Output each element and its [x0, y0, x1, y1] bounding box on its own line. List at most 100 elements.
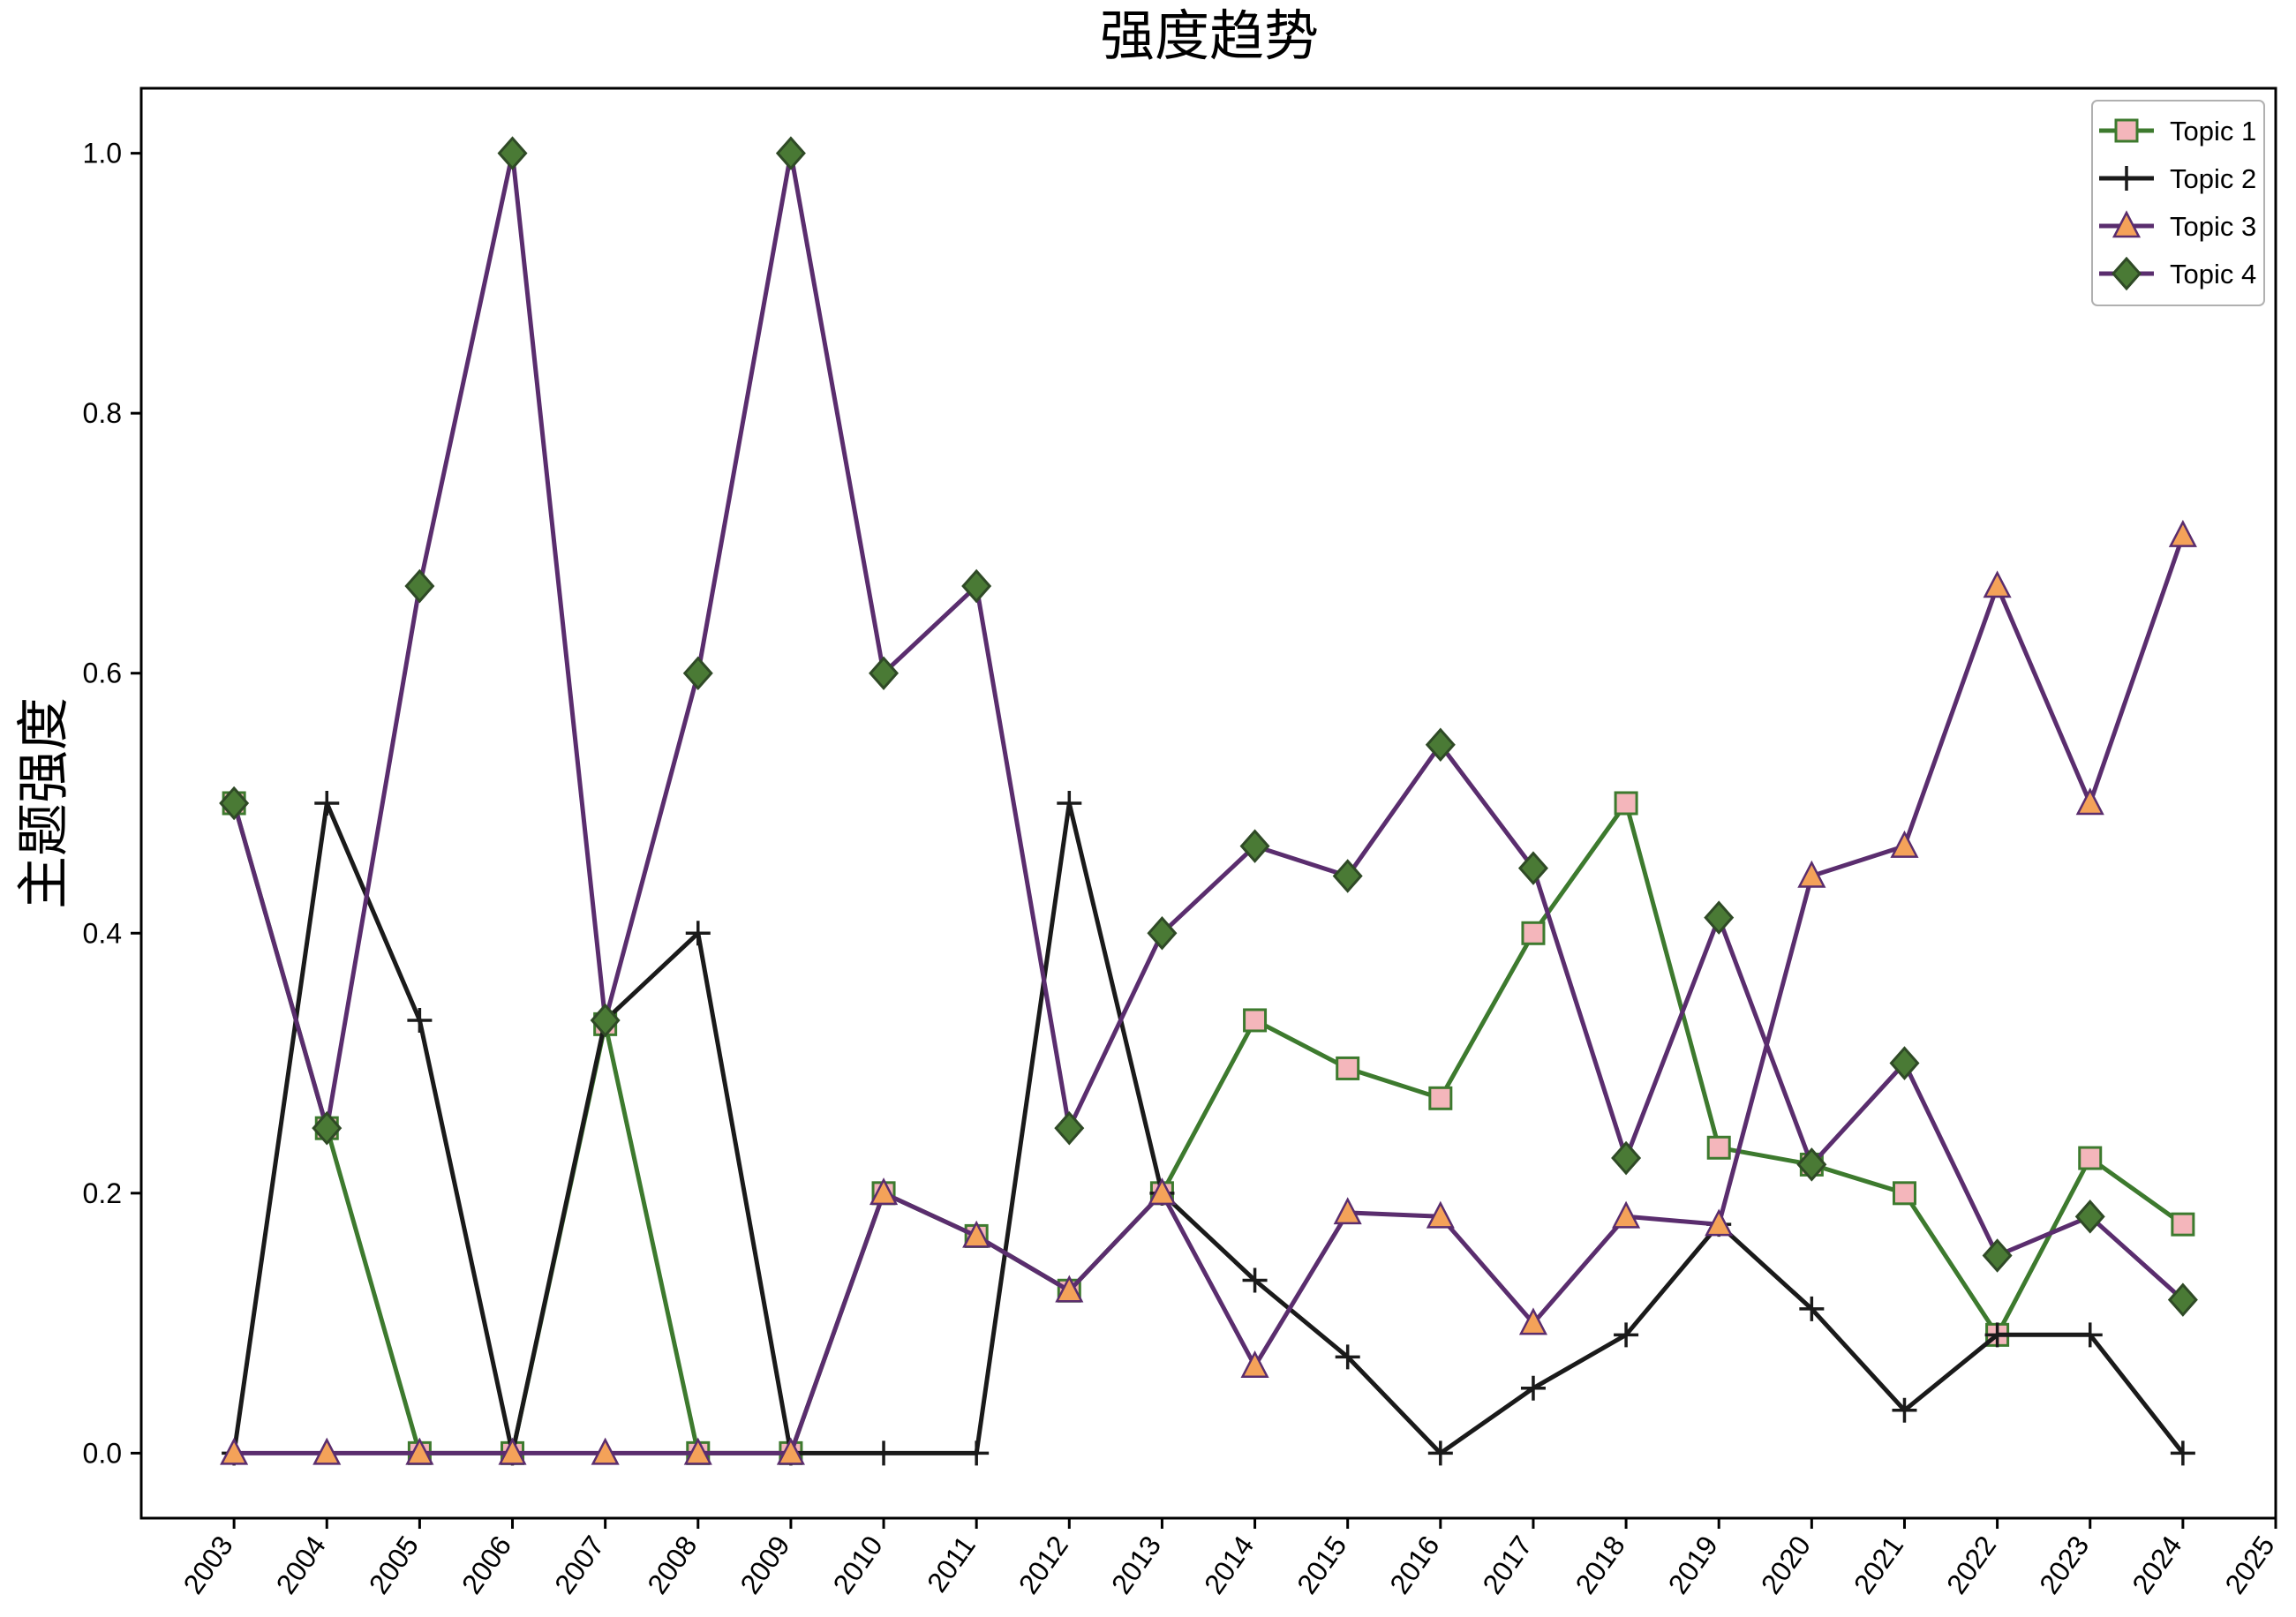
data-point: [961, 568, 992, 604]
legend-label: Topic 1: [2170, 116, 2256, 147]
data-point: [1148, 1177, 1177, 1206]
data-point: [2075, 787, 2104, 816]
data-point: [683, 1437, 712, 1465]
legend-marker: [2112, 210, 2142, 238]
legend: Topic 1 Topic 2 Topic 3 Topic 4: [2091, 100, 2265, 306]
data-point: [1336, 1056, 1360, 1080]
data-point: [1796, 1147, 1827, 1182]
data-point: [2168, 519, 2197, 547]
y-tick-label: 0.2: [83, 1177, 122, 1209]
legend-label: Topic 4: [2170, 259, 2256, 290]
y-axis: 0.0 0.2 0.4 0.6 0.8 1.0: [83, 138, 141, 1469]
series-4-line: [231, 151, 2185, 1302]
data-point: [775, 136, 806, 170]
series-4: [219, 136, 2198, 1317]
data-point: [2167, 1282, 2198, 1317]
data-point: [590, 1003, 621, 1038]
data-point: [1705, 1208, 1734, 1237]
legend-item: Topic 2: [2099, 163, 2256, 194]
data-point: [1984, 1322, 2010, 1348]
data-point: [1057, 791, 1082, 816]
data-point: [1797, 860, 1826, 888]
data-point: [964, 1440, 990, 1466]
legend-item: Topic 1: [2099, 116, 2256, 147]
data-point: [1611, 1140, 1642, 1176]
legend-marker: [2114, 118, 2139, 143]
y-axis-label: 主题强度: [13, 697, 75, 909]
data-point: [1332, 859, 1363, 893]
data-point: [405, 1437, 434, 1465]
legend-marker: [2111, 256, 2142, 291]
legend-label: Topic 2: [2170, 163, 2256, 194]
data-point: [497, 136, 528, 170]
legend-box: [2091, 100, 2265, 306]
data-point: [1147, 916, 1178, 951]
data-point: [1335, 1344, 1360, 1370]
data-point: [1614, 791, 1638, 816]
data-point: [1426, 1200, 1455, 1229]
data-point: [869, 656, 900, 690]
data-point: [2074, 1200, 2105, 1234]
legend-label: Topic 3: [2170, 211, 2256, 242]
chart-title: 强度趋势: [1100, 4, 1319, 68]
data-point: [682, 656, 713, 690]
data-point: [220, 1437, 249, 1465]
data-point: [404, 568, 435, 604]
data-point: [314, 791, 340, 816]
data-point: [2171, 1212, 2195, 1237]
data-point: [869, 1177, 899, 1206]
y-tick-label: 0.6: [83, 658, 122, 689]
data-point: [1521, 921, 1546, 945]
data-point: [776, 1437, 805, 1465]
data-point: [1333, 1197, 1362, 1225]
data-point: [591, 1437, 620, 1465]
data-point: [1890, 830, 1919, 858]
data-point: [312, 1110, 343, 1146]
data-point: [498, 1437, 527, 1465]
data-point: [1239, 829, 1270, 863]
data-point: [1054, 1110, 1085, 1146]
data-point: [2077, 1322, 2103, 1348]
data-point: [1983, 570, 2012, 598]
data-point: [1425, 727, 1456, 762]
data-point: [1706, 1135, 1731, 1160]
series-3-line: [234, 534, 2186, 1455]
data-point: [1055, 1275, 1084, 1303]
data-point: [2078, 1146, 2103, 1170]
data-point: [312, 1437, 342, 1465]
plot-frame: [139, 86, 2277, 1520]
legend-marker: [2114, 166, 2139, 191]
legend-item: Topic 4: [2099, 256, 2256, 291]
y-tick-label: 0.8: [83, 397, 122, 429]
data-point: [1428, 1086, 1453, 1110]
data-point: [962, 1220, 991, 1248]
data-point: [871, 1440, 897, 1466]
y-tick-label: 0.4: [83, 917, 122, 949]
data-point: [407, 1007, 433, 1033]
data-point: [1520, 1375, 1546, 1401]
data-point: [2170, 1440, 2195, 1466]
data-point: [1612, 1200, 1641, 1229]
series-layer: [219, 136, 2198, 1466]
data-point: [685, 921, 711, 946]
data-point: [1240, 1350, 1269, 1378]
data-point: [1892, 1181, 1916, 1206]
data-point: [219, 786, 250, 821]
data-point: [1243, 1008, 1268, 1033]
data-point: [1517, 851, 1548, 885]
y-tick-label: 1.0: [83, 138, 122, 169]
legend-item: Topic 3: [2099, 210, 2256, 242]
data-point: [1889, 1046, 1920, 1080]
series-2-line: [231, 801, 2185, 1455]
data-point: [1892, 1397, 1917, 1423]
y-tick-label: 0.0: [83, 1437, 122, 1469]
data-point: [1427, 1440, 1453, 1466]
data-point: [1614, 1322, 1639, 1348]
data-point: [1518, 1307, 1548, 1335]
data-point: [1704, 900, 1735, 935]
series-3: [220, 519, 2197, 1465]
data-point: [1982, 1238, 2013, 1273]
data-point: [1242, 1267, 1268, 1293]
